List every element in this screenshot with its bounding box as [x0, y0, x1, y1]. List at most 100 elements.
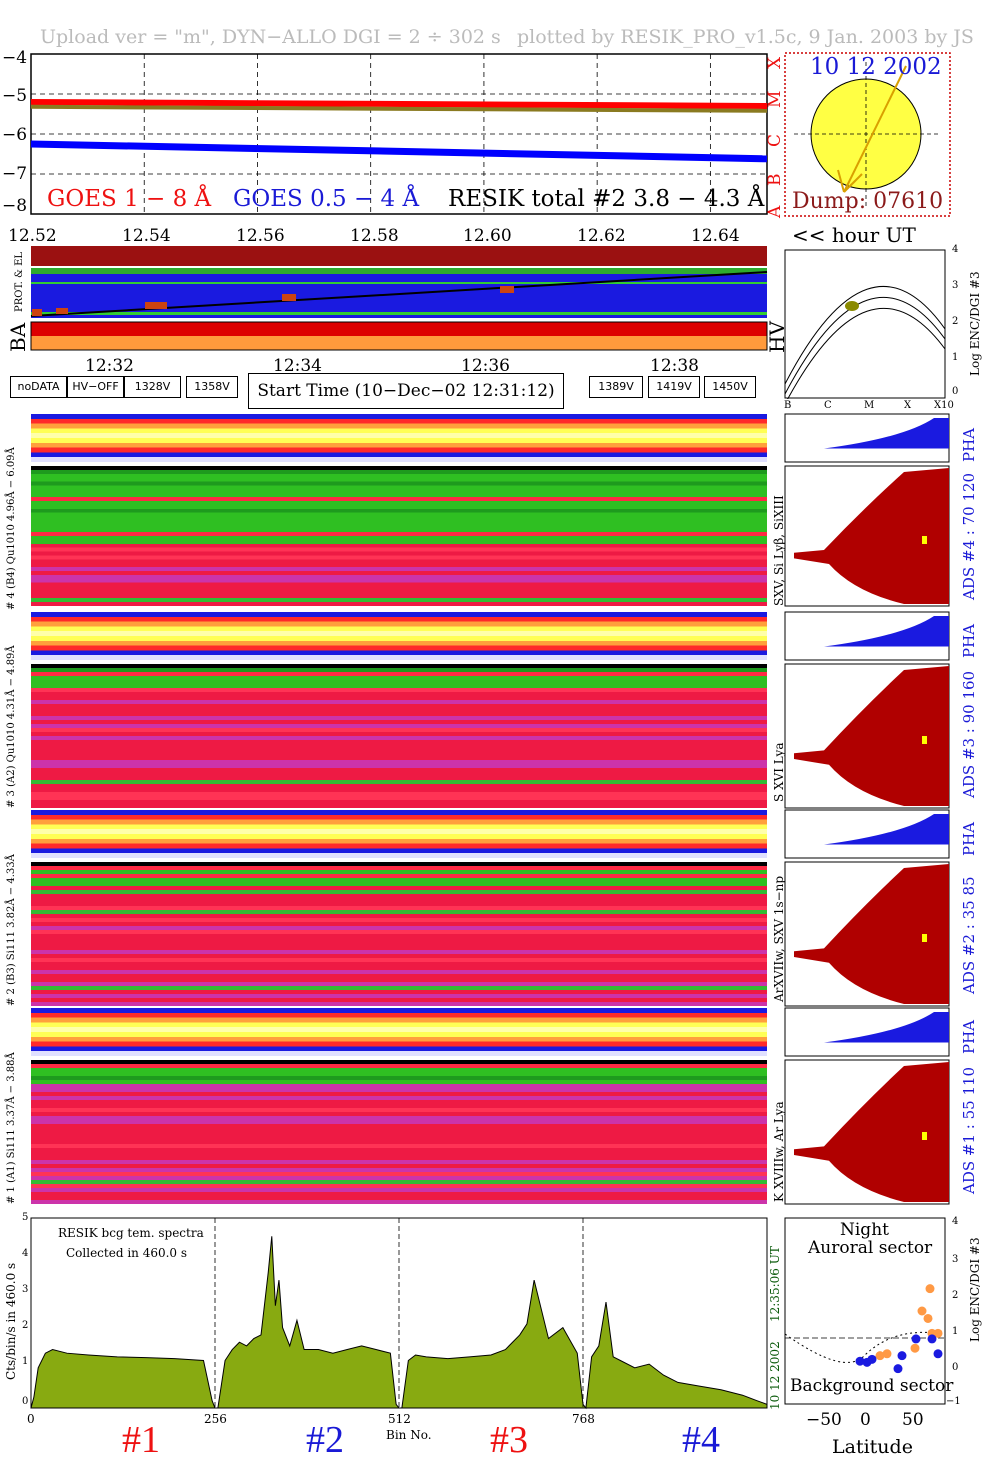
- ads-marker: [922, 736, 927, 744]
- ads-histogram: [794, 468, 949, 604]
- class-c: C: [765, 133, 785, 147]
- orbit-ylabel: Log ENC/DGI #3: [968, 1237, 982, 1342]
- spec-ytick-0: 0: [22, 1396, 29, 1407]
- legend-1450v: 1450V: [704, 376, 756, 398]
- legend-nodata: noDATA: [10, 376, 67, 398]
- legend-goes-05-4: GOES 0.5 − 4 Å: [233, 186, 420, 212]
- pha-strip-ch4: [31, 414, 767, 462]
- orbit-ytick-0: 0: [952, 1362, 959, 1373]
- status-label-prot-el: PROT. & EL: [14, 251, 25, 312]
- pha-strip-ch1: [31, 1008, 767, 1056]
- goes-x-unit: << hour UT: [792, 223, 916, 247]
- spec-ylabel: Cts/bin/s in 460.0 s: [4, 1262, 18, 1380]
- spectrogram-area: # 4 (B4) Qu1010 4.96Å − 6.09Å # 3 (A2) Q…: [0, 410, 1004, 1210]
- channel-3-range: # 3 (A2) Qu1010 4.31Å − 4.89Å: [6, 645, 17, 808]
- class-x: X: [765, 56, 785, 69]
- time-tick-4: 12:38: [650, 356, 699, 376]
- channel-1-range: # 1 (A1) Si111 3.37Å − 3.88Å: [6, 1052, 17, 1204]
- sun-panel: 10 12 2002 Dump: 07610: [784, 52, 951, 217]
- header-plot-credit: plotted by RESIK_PRO_v1.5c, 9 Jan. 2003 …: [517, 26, 974, 48]
- orbit-point: [933, 1328, 943, 1338]
- spec-date: 10 12 2002: [768, 1341, 782, 1410]
- spectrogram-ch3: [31, 664, 767, 808]
- orbit-point: [882, 1349, 892, 1359]
- channel-1-lines: K XVIIIw, Ar Lya: [772, 1101, 786, 1202]
- legend-goes-1-8: GOES 1 − 8 Å: [47, 186, 212, 212]
- orbit-point: [875, 1351, 885, 1361]
- spec-time: 12:35:06 UT: [768, 1246, 782, 1322]
- channel-1-pha: PHA: [960, 1019, 978, 1054]
- orbit-ytick-neg1: −1: [946, 1396, 961, 1407]
- channel-3-lines: S XVI Lya: [772, 742, 786, 803]
- class-a: A: [765, 205, 785, 218]
- ads-marker: [922, 1132, 927, 1140]
- pha-histogram: [824, 418, 949, 449]
- channel-4-pha: PHA: [960, 427, 978, 462]
- channel-4-ads: ADS #4 : 70 120: [960, 472, 978, 600]
- orbit-point: [897, 1351, 907, 1361]
- sun-disk: [784, 52, 951, 217]
- start-time-box: Start Time (10−Dec−02 12:31:12): [248, 373, 564, 409]
- orbit-xlabel: Latitude: [832, 1436, 913, 1458]
- legend-1328v: 1328V: [124, 376, 181, 398]
- goes-xtick-6: 12.62: [577, 226, 626, 246]
- goes-chart: [30, 53, 768, 215]
- goes-series-1: [30, 99, 768, 109]
- hv-plot: 4 3 2 1 0 Log ENC/DGI #3 B C M X X10: [784, 244, 1004, 414]
- orbit-background-sector: Background sector: [790, 1376, 954, 1396]
- goes-xtick-4: 12.58: [350, 226, 399, 246]
- orbit-xtick-50: 50: [902, 1410, 924, 1430]
- pha-histogram: [824, 1012, 949, 1043]
- goes-xtick-5: 12.60: [463, 226, 512, 246]
- channel-1-ads: ADS #1 : 55 110: [960, 1066, 978, 1194]
- bin-label-4: #4: [682, 1419, 720, 1461]
- spec-note-1: RESIK bcg tem. spectra: [58, 1226, 204, 1240]
- class-m: M: [765, 90, 785, 108]
- channel-2-lines: ArXVIIw, SXV 1s−np: [772, 875, 786, 1002]
- orbit-point: [933, 1349, 943, 1359]
- orbit-ytick-2: 2: [952, 1290, 959, 1301]
- spectrum-chart: [30, 1217, 768, 1410]
- goes-ytick-2: −5: [2, 86, 28, 106]
- orbit-point: [927, 1334, 937, 1344]
- orbit-ytick-3: 3: [952, 1254, 959, 1265]
- channel-2-ads: ADS #2 : 35 85: [960, 876, 978, 994]
- spec-ytick-4: 4: [22, 1248, 29, 1259]
- pha-strip-ch2: [31, 810, 767, 858]
- goes-series-2: [30, 140, 768, 163]
- hv-ytick-1: 4: [952, 244, 959, 255]
- goes-ytick-3: −6: [2, 125, 28, 145]
- hv-xtick-x10: X10: [934, 400, 954, 411]
- goes-ytick-4: −7: [2, 164, 28, 184]
- orbit-point: [925, 1284, 935, 1294]
- hv-curves: [784, 249, 946, 399]
- orbit-ytick-1: 1: [952, 1326, 959, 1337]
- orbit-point: [867, 1354, 877, 1364]
- hv-xtick-b: B: [784, 400, 792, 411]
- channel-2-pha: PHA: [960, 821, 978, 856]
- channel-3-ads: ADS #3 : 90 160: [960, 670, 978, 798]
- status-bands: [30, 246, 768, 351]
- legend-hv-off: HV−OFF: [67, 376, 124, 398]
- bin-label-1: #1: [122, 1419, 160, 1461]
- channel-4-range: # 4 (B4) Qu1010 4.96Å − 6.09Å: [6, 447, 17, 610]
- hv-ylabel: Log ENC/DGI #3: [968, 271, 982, 376]
- channel-3-pha: PHA: [960, 623, 978, 658]
- goes-xtick-1: 12.52: [8, 226, 57, 246]
- goes-xtick-3: 12.56: [236, 226, 285, 246]
- orbit-point: [923, 1313, 933, 1323]
- channel-4-lines: SXV, Si Lyβ, SiXIII: [772, 495, 786, 606]
- bin-label-2: #2: [306, 1419, 344, 1461]
- spec-xtick-0: 0: [27, 1412, 35, 1426]
- orbit-point: [893, 1364, 903, 1374]
- spectrogram-ch4: [31, 466, 767, 606]
- ads-marker: [922, 536, 927, 544]
- spectrogram-ch2: [31, 862, 767, 1006]
- hv-ytick-2: 3: [952, 280, 959, 291]
- spec-xlabel: Bin No.: [386, 1428, 432, 1442]
- goes-series-3: [30, 104, 768, 113]
- orbit-chart: [784, 1217, 946, 1405]
- hv-ytick-4: 1: [952, 352, 959, 363]
- orbit-xtick-neg50: −50: [806, 1410, 842, 1430]
- spec-ytick-5: 5: [22, 1212, 29, 1223]
